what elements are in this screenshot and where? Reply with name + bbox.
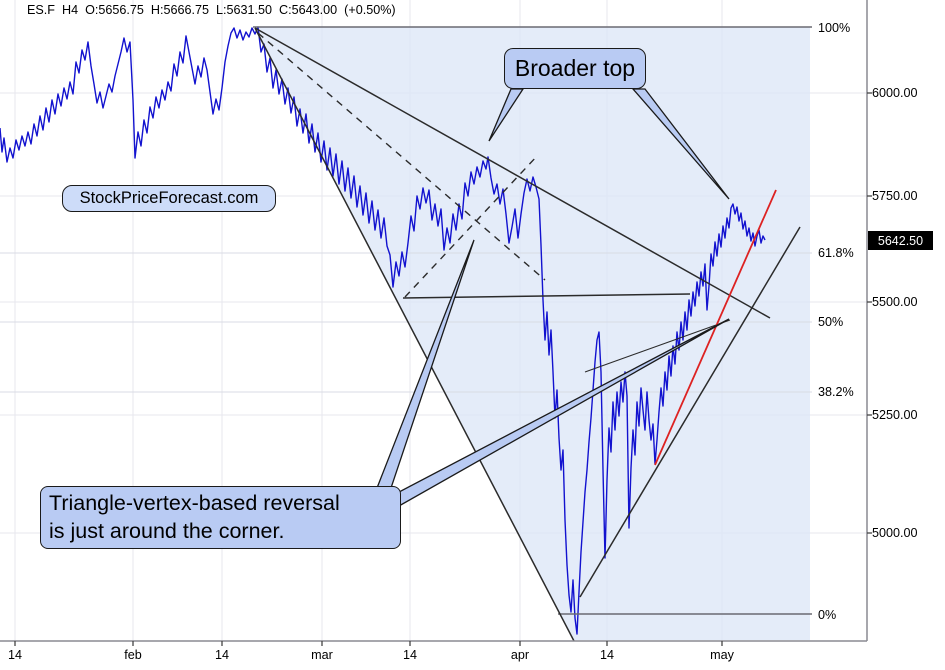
minor-trendline [584, 319, 731, 373]
triangle-dashed-descending [257, 32, 546, 281]
fib-level-label: 100% [818, 21, 851, 35]
fib-level-label: 50% [818, 315, 844, 329]
date-axis-label: may [710, 648, 734, 662]
reversal-note-line2: is just around the corner. [49, 519, 285, 543]
price-axis-label: 5500.00 [872, 295, 918, 309]
watermark-badge: StockPriceForecast.com [62, 185, 276, 212]
price-line [0, 26, 766, 635]
red-steep-trendline [654, 189, 777, 466]
reversal-note-callout: Triangle-vertex-based reversal is just a… [40, 486, 401, 549]
date-axis-label: 14 [402, 648, 418, 662]
wedge-lower-trendline [579, 226, 801, 598]
shaded-broadening-region [255, 27, 810, 640]
broadening-lower-trendline [254, 27, 575, 642]
broader-top-callout: Broader top [504, 48, 646, 89]
watermark-label: StockPriceForecast.com [79, 189, 259, 207]
fib-level-label: 38.2% [818, 385, 854, 399]
date-axis-label: feb [124, 648, 142, 662]
price-axis-label: 6000.00 [872, 86, 918, 100]
date-axis-label: 14 [214, 648, 230, 662]
symbol-ohlc-header: ES.F H4 O:5656.75 H:5666.75 L:5631.50 C:… [27, 3, 396, 17]
reversal-note-line1: Triangle-vertex-based reversal [49, 491, 340, 515]
date-axis-label: apr [510, 648, 530, 662]
fib-level-label: 61.8% [818, 246, 854, 260]
broadening-upper-trendline [254, 27, 771, 319]
triangle-dashed-ascending [404, 154, 539, 298]
price-axis-label: 5750.00 [872, 189, 918, 203]
date-axis-label: 14 [7, 648, 23, 662]
fib-level-label: 0% [818, 608, 837, 622]
broader-top-tail-right [631, 88, 730, 200]
date-axis-label: mar [311, 648, 333, 662]
broader-top-label: Broader top [514, 55, 636, 81]
date-axis-label: 14 [599, 648, 615, 662]
last-price-tag: 5642.50 [868, 231, 933, 250]
broader-top-tail-left [488, 88, 525, 142]
horizontal-support-line [402, 293, 691, 299]
price-axis-label: 5250.00 [872, 408, 918, 422]
price-axis-label: 5000.00 [872, 526, 918, 540]
last-price-value: 5642.50 [877, 233, 924, 248]
